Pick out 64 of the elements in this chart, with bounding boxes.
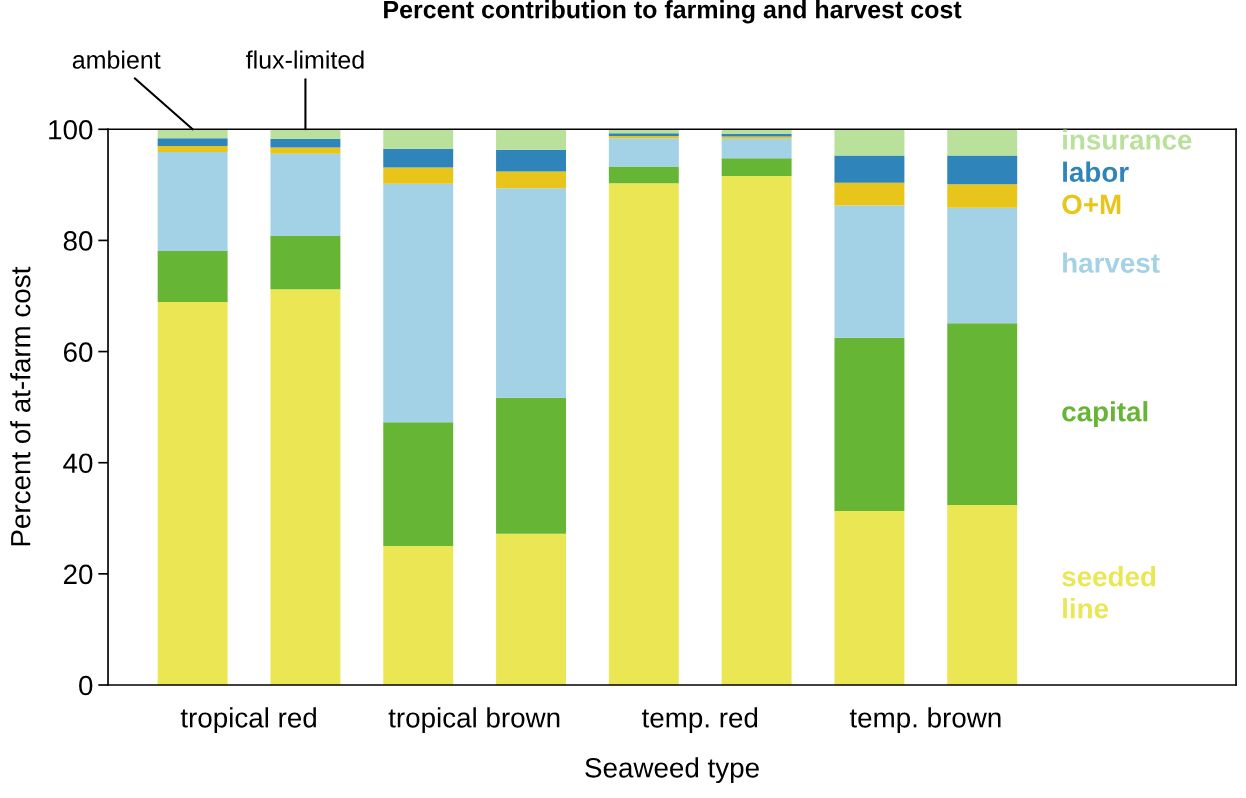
series-label: labor — [1063, 161, 1129, 183]
bar — [383, 546, 454, 685]
y-tick-label: 0 — [79, 675, 93, 696]
series-label: seeded line — [1062, 566, 1156, 619]
bar — [383, 129, 454, 149]
bar — [157, 152, 228, 251]
bar — [270, 289, 341, 685]
bar — [157, 302, 228, 685]
y-tick-label: 20 — [63, 564, 93, 585]
bar — [383, 148, 454, 168]
bar — [496, 188, 566, 398]
bar — [383, 167, 454, 184]
bar — [496, 149, 566, 172]
series-label: capital — [1062, 401, 1148, 428]
bar — [947, 207, 1018, 324]
bar — [270, 235, 341, 290]
bar — [157, 145, 228, 153]
bar — [834, 129, 905, 156]
bar — [157, 129, 228, 139]
bar — [383, 422, 454, 547]
bar — [496, 397, 566, 534]
bar — [947, 504, 1018, 685]
bar — [270, 129, 341, 139]
bar — [157, 138, 228, 146]
bar — [496, 171, 566, 189]
bar — [834, 205, 905, 338]
bar — [721, 129, 792, 134]
bar — [721, 158, 792, 176]
bar — [834, 511, 905, 685]
y-tick-label: 60 — [63, 342, 93, 362]
bar — [721, 175, 792, 685]
text: flux-limited — [246, 50, 364, 69]
bar — [947, 323, 1018, 505]
bar — [608, 183, 679, 685]
y-tick-label: 80 — [63, 231, 93, 251]
bar — [496, 533, 566, 685]
bar — [270, 147, 341, 154]
bar — [947, 155, 1018, 185]
text: temp. brown — [849, 707, 1001, 734]
y-tick-label: 100 — [49, 119, 93, 140]
bar — [157, 250, 228, 303]
x-axis-title: Seaweed type — [585, 757, 759, 784]
bar — [834, 182, 905, 206]
bar — [270, 138, 341, 148]
bar — [608, 166, 679, 184]
bar — [834, 155, 905, 183]
bar — [721, 138, 792, 159]
bar — [947, 129, 1018, 156]
text: ambient — [72, 50, 161, 69]
bar — [947, 184, 1018, 208]
chart-title: Percent contribution to farming and harvest cost — [384, 0, 962, 24]
bar — [270, 153, 341, 236]
y-axis-title: Percent of at-farm cost — [10, 266, 31, 546]
text: tropical red — [180, 707, 316, 734]
bar — [496, 129, 566, 150]
text: tropical brown — [388, 707, 560, 734]
series-label: insurance — [1063, 129, 1192, 150]
y-tick-label: 40 — [63, 453, 93, 474]
bar — [834, 337, 905, 512]
bar — [608, 138, 679, 167]
bar — [383, 183, 454, 423]
series-label: harvest — [1063, 252, 1160, 273]
series-label: O+M — [1062, 194, 1121, 215]
text: temp. red — [641, 707, 758, 734]
